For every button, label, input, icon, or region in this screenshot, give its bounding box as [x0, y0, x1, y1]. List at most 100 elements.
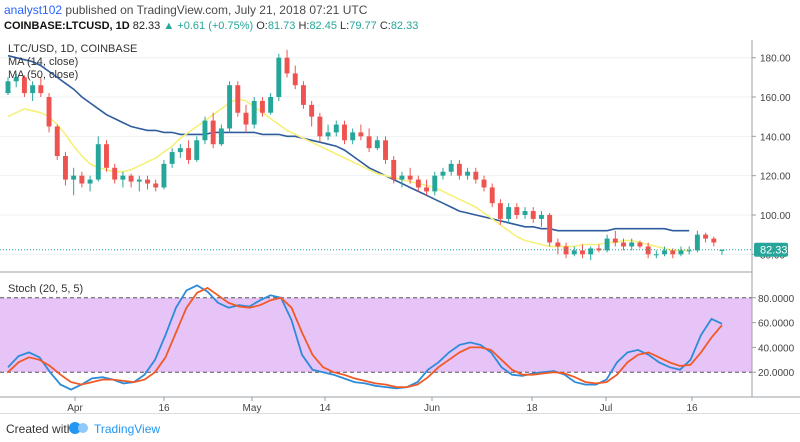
candle-down — [38, 85, 44, 94]
last-price-badge: 82.33 — [754, 242, 788, 257]
candle-down — [497, 203, 503, 219]
tradingview-brand-link[interactable]: TradingView — [94, 422, 161, 436]
candle-up — [506, 207, 512, 219]
candle-up — [719, 249, 725, 251]
last-price-badge-bg — [754, 242, 788, 257]
candle-up — [5, 81, 11, 94]
candle-down — [366, 136, 372, 149]
candle-down — [358, 132, 364, 137]
candle-up — [678, 250, 684, 255]
close-label: C: — [379, 20, 391, 32]
stoch-tick-label: 20.0000 — [758, 368, 795, 379]
candle-up — [432, 175, 438, 192]
price-tick-label: 140.00 — [760, 132, 791, 143]
candle-down — [243, 112, 249, 125]
price-pane-background — [0, 40, 752, 272]
candle-down — [580, 250, 585, 255]
candle-up — [325, 132, 331, 137]
candle-up — [268, 97, 274, 113]
low-value: 79.77 — [349, 20, 377, 32]
high-label: H: — [298, 20, 310, 32]
candle-down — [104, 144, 109, 168]
stoch-overbought-oversold-band — [0, 297, 752, 373]
stoch-tick-label: 40.0000 — [758, 343, 795, 354]
candle-up — [465, 171, 471, 176]
candle-down — [112, 167, 118, 180]
stoch-d-line — [7, 286, 723, 388]
ma50-line — [7, 54, 690, 232]
candle-down — [514, 207, 520, 215]
candle-up — [136, 179, 142, 182]
candle-down — [637, 242, 643, 247]
candle-up — [218, 128, 224, 145]
time-tick-label: 16 — [686, 403, 698, 413]
created-with-label: Created with — [6, 422, 74, 436]
author-name[interactable]: analyst102 — [4, 3, 63, 17]
open-value: 81.73 — [267, 20, 296, 32]
ma50-legend-label: MA (50, close) — [8, 69, 78, 81]
candle-down — [284, 57, 290, 74]
candle-up — [95, 144, 101, 180]
candle-up — [571, 250, 577, 255]
candle-down — [703, 234, 709, 239]
tradingview-logo-icon[interactable] — [68, 419, 90, 437]
candle-down — [342, 124, 347, 141]
time-tick-label: Jul — [600, 403, 613, 413]
candle-down — [547, 214, 553, 243]
stoch-lines — [7, 284, 723, 391]
candle-up — [686, 250, 692, 252]
candle-down — [186, 148, 192, 160]
time-tick-label: 18 — [526, 403, 538, 413]
candle-up — [194, 140, 200, 160]
stoch-tick-label: 80.0000 — [758, 294, 795, 305]
price-tick-label: 100.00 — [760, 211, 791, 222]
candle-down — [596, 248, 602, 251]
chart-area[interactable]: LTC/USD, 1D, COINBASE MA (14, close) MA … — [0, 40, 800, 413]
candle-up — [177, 148, 183, 153]
low-label: L: — [340, 20, 350, 32]
stoch-tick-label: 60.0000 — [758, 319, 795, 330]
candle-down — [456, 163, 462, 176]
ma14-layer — [7, 98, 690, 252]
candle-down — [563, 246, 569, 255]
candle-down — [235, 85, 241, 113]
candle-up — [169, 152, 175, 164]
candle-down — [153, 183, 159, 188]
time-tick-label: Jun — [424, 403, 440, 413]
candle-up — [333, 124, 339, 133]
symbol-label: COINBASE:LTCUSD, 1D — [4, 20, 130, 32]
candle-down — [415, 179, 421, 188]
last-price: 82.33 — [132, 20, 161, 32]
candle-up — [653, 254, 659, 256]
candle-up — [251, 100, 257, 125]
candle-up — [604, 238, 610, 251]
price-tick-label: 120.00 — [760, 172, 791, 183]
ma50-layer — [7, 54, 690, 232]
candle-down — [424, 187, 430, 192]
candle-up — [629, 242, 635, 247]
time-tick-label: May — [243, 403, 262, 413]
candle-down — [292, 73, 298, 86]
candle-up — [440, 171, 446, 176]
candle-down — [555, 242, 561, 247]
time-tick-label: 14 — [319, 403, 331, 413]
candle-up — [87, 179, 93, 184]
candle-down — [391, 159, 397, 180]
last-price-badge-text: 82.33 — [760, 245, 788, 257]
stoch-pane[interactable]: Stoch (20, 5, 5) — [0, 283, 752, 391]
candle-up — [522, 211, 528, 215]
time-tick-label: 16 — [158, 403, 170, 413]
ohlc-legend: COINBASE:LTCUSD, 1D 82.33 ▲ +0.61 (+0.75… — [4, 20, 418, 32]
candle-down — [54, 126, 60, 156]
stoch-axis[interactable]: 20.0000 40.0000 60.0000 80.0000 — [752, 294, 795, 379]
candle-up — [71, 175, 77, 180]
time-axis[interactable]: Apr 16 May 14 Jun 18 Jul 16 — [67, 397, 698, 413]
candle-down — [309, 104, 315, 117]
price-pane[interactable]: LTC/USD, 1D, COINBASE MA (14, close) MA … — [0, 40, 752, 272]
candle-down — [473, 171, 479, 180]
candle-down — [259, 100, 265, 113]
high-value: 82.45 — [309, 20, 337, 32]
candle-down — [383, 140, 388, 160]
candle-down — [645, 246, 651, 255]
candle-down — [407, 175, 413, 180]
